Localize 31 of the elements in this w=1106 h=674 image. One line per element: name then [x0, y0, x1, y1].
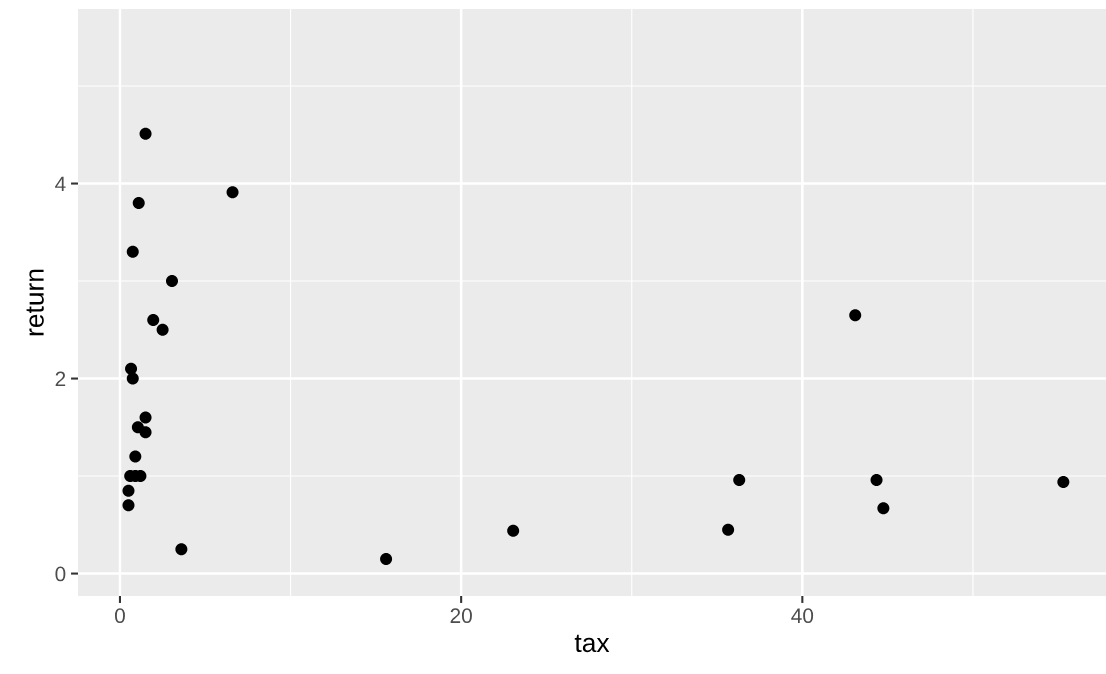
point [139, 426, 152, 439]
point [139, 127, 152, 140]
point [125, 362, 138, 375]
point [1057, 475, 1070, 488]
point [126, 372, 139, 385]
point [156, 323, 169, 336]
point [129, 450, 142, 463]
point [126, 245, 139, 258]
point [165, 275, 179, 288]
point [122, 499, 135, 512]
point [849, 309, 862, 322]
x-tick-label: 20 [450, 608, 472, 624]
point [380, 552, 393, 565]
y-axis-title: return [26, 269, 44, 336]
x-axis-title: tax [574, 634, 610, 653]
point [870, 473, 883, 486]
x-tick-label: 40 [791, 608, 814, 624]
y-tick-label: 4 [55, 176, 66, 192]
point [147, 314, 160, 327]
point [733, 473, 746, 486]
point [226, 186, 239, 199]
point [175, 543, 188, 556]
point [122, 484, 135, 497]
point [722, 523, 735, 536]
y-tick-label: 0 [55, 566, 66, 582]
point [877, 502, 890, 515]
x-tick-label: 0 [114, 608, 125, 624]
point [132, 197, 145, 210]
point [139, 411, 152, 424]
y-tick-label: 2 [55, 371, 66, 387]
point [507, 524, 520, 537]
